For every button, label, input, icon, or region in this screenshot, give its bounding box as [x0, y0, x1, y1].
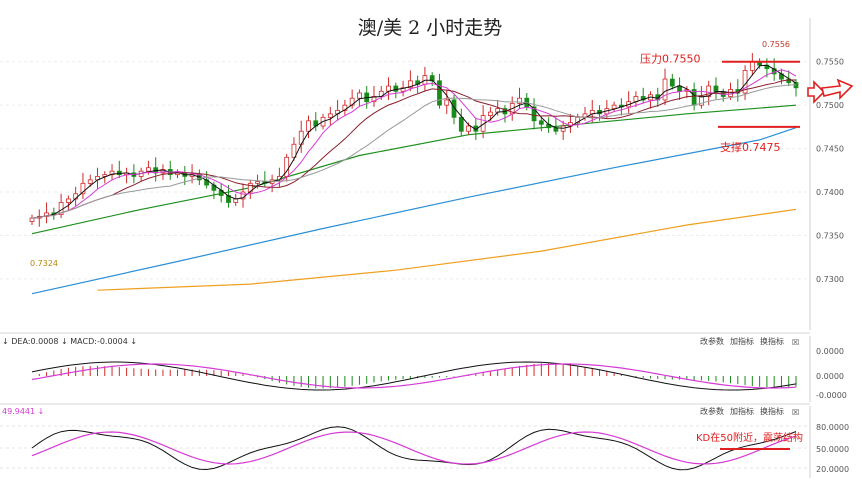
macd-toolbar: 改参数 加指标 换指标 ☒: [700, 336, 799, 347]
fast-ma-line: [31, 84, 797, 219]
right-arrow-icon-large: [821, 78, 854, 100]
candlesticks: [29, 53, 799, 227]
peak-price-label: 0.7556: [762, 40, 790, 49]
candle-body: [102, 174, 108, 177]
kd-switch-indicator-button[interactable]: 换指标: [760, 406, 784, 416]
kd-toolbar: 改参数 加指标 换指标 ☒: [700, 406, 799, 417]
kd-panel: 49.9441 ↓ 改参数 加指标 换指标 ☒ 80.0000 50.0000 …: [0, 406, 849, 478]
moving-average-lines: [31, 104, 797, 295]
macd-switch-indicator-button[interactable]: 换指标: [760, 336, 784, 346]
candle-body: [393, 85, 399, 92]
candle-body: [531, 106, 537, 122]
candle-body: [538, 120, 544, 125]
right-arrow-icon: [807, 80, 826, 104]
candle-body: [80, 182, 86, 195]
fast-ma-line: [31, 64, 797, 219]
kd-ytick: 50.0000: [816, 445, 849, 454]
candle-body: [640, 96, 646, 101]
kd-annotation: KD在50附近，震荡结构: [696, 431, 803, 444]
resistance-label: 压力0.7550: [640, 53, 701, 66]
candle-body: [662, 78, 668, 101]
candle-body: [29, 217, 35, 222]
candle-body: [233, 198, 239, 203]
fast-ma-lines: [31, 64, 797, 219]
kd-ytick: 20.0000: [816, 465, 849, 474]
candle-body: [749, 61, 755, 71]
kd-d-line: [31, 431, 797, 465]
kd-add-indicator-button[interactable]: 加指标: [730, 406, 754, 416]
main-ytick: 0.7500: [816, 101, 844, 110]
kd-close-icon[interactable]: ☒: [792, 408, 799, 417]
macd-ytick: -0.0000: [816, 391, 847, 400]
macd-add-indicator-button[interactable]: 加指标: [730, 336, 754, 346]
macd-panel: ↓ DEA:0.0008 ↓ MACD:-0.0004 ↓ 改参数 加指标 换指…: [2, 336, 847, 402]
candle-body: [255, 181, 260, 184]
main-gridlines: [0, 61, 810, 280]
kd-ytick: 80.0000: [816, 423, 849, 432]
main-price-panel: 0.7550 0.7500 0.7450 0.7400 0.7350 0.7300 0.7…: [0, 18, 854, 330]
ma-line: [97, 208, 797, 291]
left-price-label: 0.7324: [30, 259, 58, 268]
candle-body: [669, 78, 675, 87]
candle-body: [458, 116, 464, 132]
fast-ma-line: [31, 69, 797, 219]
candle-body: [400, 87, 406, 92]
candle-body: [306, 120, 311, 132]
candle-body: [291, 143, 297, 158]
macd-histogram: [38, 363, 797, 389]
macd-ytick: 0.0000: [816, 347, 844, 356]
main-ytick: 0.7350: [816, 231, 844, 240]
macd-ytick: 0.0000: [816, 372, 844, 381]
candle-body: [87, 179, 93, 184]
candle-body: [437, 80, 442, 106]
candle-body: [706, 85, 712, 97]
candle-body: [371, 96, 377, 103]
candle-body: [160, 169, 166, 174]
support-label: 支撑0.7475: [720, 140, 781, 154]
candle-body: [407, 80, 413, 89]
candle-body: [146, 167, 151, 172]
main-ytick: 0.7300: [816, 275, 844, 284]
candle-body: [699, 96, 704, 106]
main-ytick: 0.7550: [816, 58, 844, 67]
main-y-ticks: 0.7550 0.7500 0.7450 0.7400 0.7350 0.7300: [816, 58, 844, 284]
candle-body: [444, 99, 450, 106]
candle-body: [327, 113, 333, 118]
candle-body: [109, 170, 115, 176]
ma-line: [31, 104, 797, 235]
candle-body: [466, 125, 471, 132]
candle-body: [44, 212, 49, 217]
candle-body: [65, 198, 71, 203]
macd-close-icon[interactable]: ☒: [792, 338, 799, 347]
main-ytick: 0.7400: [816, 188, 844, 197]
candle-body: [677, 85, 682, 92]
kd-k-line: [31, 426, 797, 471]
kd-header: 49.9441 ↓: [2, 407, 44, 416]
macd-dif-line: [31, 361, 797, 391]
macd-edit-params-button[interactable]: 改参数: [700, 336, 724, 346]
candle-body: [357, 92, 362, 99]
ma-line: [31, 127, 797, 295]
candle-body: [517, 97, 522, 104]
kd-edit-params-button[interactable]: 改参数: [700, 406, 724, 416]
macd-dea-line: [31, 363, 797, 389]
candle-body: [488, 111, 493, 116]
fast-ma-line: [31, 79, 797, 219]
candle-body: [611, 104, 617, 110]
macd-header: ↓ DEA:0.0008 ↓ MACD:-0.0004 ↓: [2, 337, 137, 346]
main-ytick: 0.7450: [816, 145, 844, 154]
candle-body: [451, 99, 457, 118]
candle-body: [713, 85, 719, 93]
chart-title: 澳/美 2 小时走势: [358, 17, 503, 39]
